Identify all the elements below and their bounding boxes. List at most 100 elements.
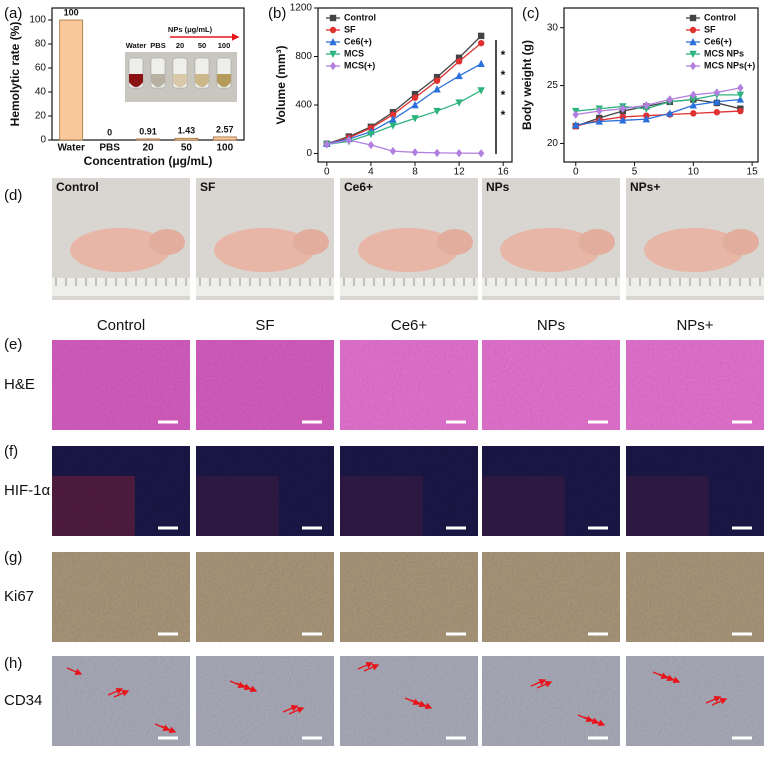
series-line (575, 110, 741, 127)
y-tick-label: 800 (295, 51, 312, 62)
bar (174, 137, 199, 141)
tube-liquid (195, 74, 209, 87)
significance-mark: * (501, 108, 506, 122)
ruler (482, 278, 620, 296)
marker (411, 148, 419, 157)
hif-signal (626, 476, 709, 536)
bar (212, 136, 237, 141)
y-tick-label: 80 (35, 39, 47, 50)
inset-label: 50 (198, 41, 206, 50)
legend-label: Control (344, 12, 376, 22)
micrograph-texture (340, 340, 478, 430)
micrograph-texture (52, 656, 190, 746)
marker (329, 26, 337, 34)
marker (713, 88, 721, 97)
mouse-head (293, 229, 329, 255)
panel-label: (c) (522, 5, 540, 22)
value-label: 0.91 (139, 126, 157, 136)
vessel-arrow (229, 680, 246, 689)
inset-label: 100 (218, 41, 231, 50)
marker (433, 107, 441, 116)
micrograph-texture (626, 656, 764, 746)
marker (619, 104, 626, 113)
x-tick-label: 8 (412, 167, 418, 178)
marker (433, 77, 441, 84)
marker (572, 120, 580, 129)
y-axis-label: Hemolytic rate (%) (8, 22, 22, 127)
vessel-arrow (154, 723, 171, 732)
marker (455, 148, 463, 158)
hif-signal (482, 476, 565, 536)
marker (329, 14, 337, 22)
vessel-arrow (404, 697, 421, 706)
tube-liquid (217, 74, 231, 87)
series-line (326, 139, 482, 154)
y-tick-label: 20 (35, 111, 47, 122)
series-line (575, 94, 741, 112)
marker (367, 140, 375, 150)
bar (136, 138, 160, 141)
micrograph-texture (340, 656, 478, 746)
micrograph-texture (196, 340, 334, 430)
significance-mark: * (501, 48, 506, 62)
marker (367, 130, 375, 139)
column-header: NPs+ (676, 317, 713, 334)
marker (713, 109, 721, 116)
bar (59, 19, 84, 141)
x-axis-label: Concentration (μg/mL) (84, 154, 213, 168)
row-label: CD34 (4, 692, 42, 709)
value-label: 100 (64, 7, 79, 17)
legend-label: Ce6(+) (344, 36, 372, 46)
vessel-arrow (577, 714, 594, 723)
marker (455, 99, 463, 107)
vessel-arrow (282, 704, 299, 713)
y-axis-label: Volume (mm³) (274, 45, 288, 124)
mouse-label: Ce6+ (344, 180, 373, 194)
mouse-label: NPs (486, 180, 510, 194)
legend-label: SF (344, 24, 356, 34)
x-tick-label: 15 (747, 167, 759, 178)
inset-label: Water (126, 41, 147, 50)
row-label: HIF-1α (4, 482, 51, 499)
x-tick-label: 20 (142, 143, 154, 154)
marker (689, 26, 697, 34)
mouse-body (644, 228, 744, 272)
marker (389, 115, 397, 123)
y-tick-label: 100 (29, 15, 46, 26)
marker (596, 106, 603, 116)
marker (477, 32, 485, 40)
y-axis-label: Body weight (g) (520, 40, 534, 130)
ruler (340, 278, 478, 296)
marker (689, 38, 697, 46)
y-tick-label: 400 (295, 100, 312, 111)
panel-label: (g) (4, 549, 22, 566)
mouse-body (214, 228, 314, 272)
panel-label: (d) (4, 187, 22, 204)
legend-label: MCS NPs(+) (704, 60, 755, 70)
mouse-head (149, 229, 185, 255)
marker (690, 110, 697, 117)
y-tick-label: 60 (35, 63, 47, 74)
micrograph-texture (340, 446, 478, 536)
hif-signal (340, 476, 423, 536)
column-header: Control (97, 317, 145, 334)
micrograph-texture (196, 446, 334, 536)
ruler (52, 278, 190, 296)
marker (666, 109, 674, 117)
marker (689, 61, 697, 71)
vessel-arrow (705, 695, 722, 704)
y-tick-label: 1200 (290, 3, 313, 14)
panel-label: (a) (4, 5, 22, 22)
mouse-head (723, 229, 759, 255)
marker (477, 59, 485, 67)
marker (455, 58, 463, 65)
marker (690, 90, 697, 100)
legend-label: MCS(+) (344, 60, 375, 70)
legend-label: SF (704, 24, 716, 34)
x-tick-label: 100 (216, 143, 233, 154)
marker (689, 50, 697, 58)
marker (329, 38, 337, 46)
x-tick-label: 50 (181, 143, 193, 154)
marker (345, 135, 353, 145)
y-tick-label: 40 (35, 87, 47, 98)
